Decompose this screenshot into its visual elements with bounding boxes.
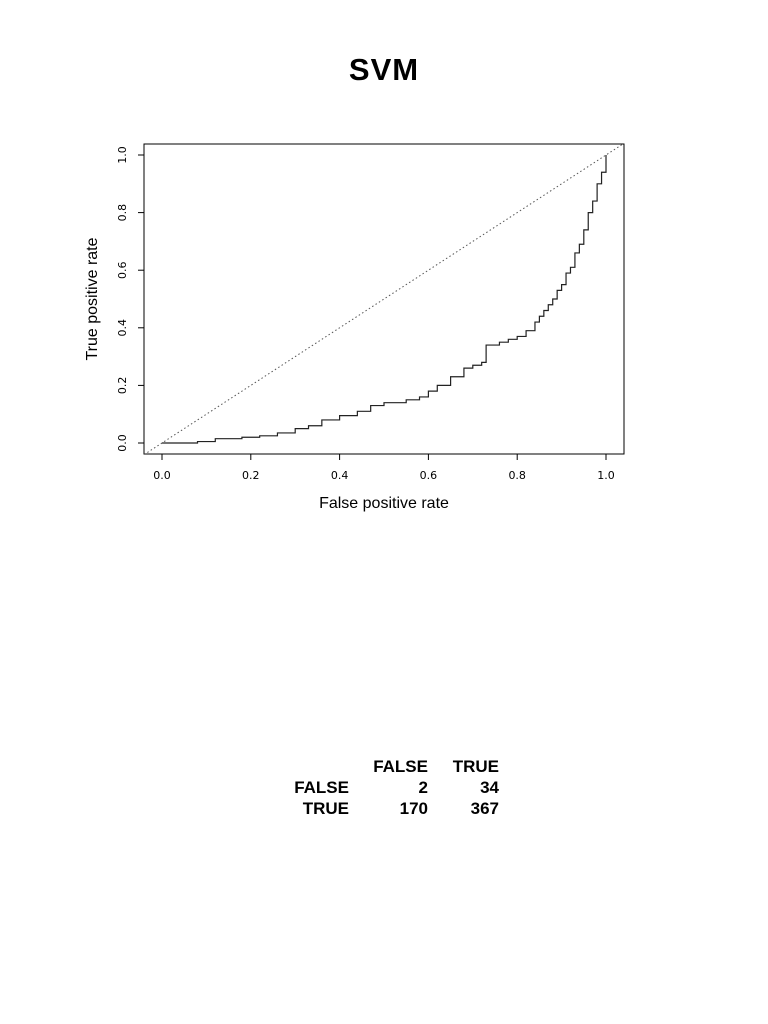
y-tick-label: 0.8 [116, 204, 129, 222]
confusion-row-header: FALSE [294, 778, 349, 797]
plot-area [144, 144, 624, 454]
confusion-cell: 170 [399, 799, 428, 818]
confusion-cell: 367 [470, 799, 499, 818]
x-tick-label: 0.4 [331, 469, 349, 482]
x-tick-label: 1.0 [597, 469, 615, 482]
y-tick-label: 0.4 [116, 319, 129, 337]
roc-curve-series-0 [162, 155, 607, 444]
confusion-row: FALSE 2 34 [284, 777, 499, 798]
x-axis: 0.0 0.2 0.4 0.6 0.8 1.0 [153, 454, 615, 482]
x-tick-label: 0.6 [420, 469, 438, 482]
x-tick-label: 0.2 [242, 469, 260, 482]
x-tick-label: 0.0 [153, 469, 171, 482]
confusion-col-header: FALSE [373, 757, 428, 776]
confusion-table: FALSE TRUE FALSE 2 34 TRUE 170 367 [284, 756, 499, 819]
x-axis-label: False positive rate [319, 495, 449, 512]
plot-frame [143, 143, 625, 455]
diagonal-reference-line [144, 144, 624, 454]
roc-chart: 0.0 0.2 0.4 0.6 0.8 1.0 0.0 0.2 0.4 0.6 0.8 1.0 Fa… [84, 143, 625, 512]
confusion-header-row: FALSE TRUE [284, 756, 499, 777]
confusion-row: TRUE 170 367 [284, 798, 499, 819]
confusion-row-header: TRUE [302, 799, 349, 818]
y-axis: 0.0 0.2 0.4 0.6 0.8 1.0 [116, 146, 144, 452]
confusion-corner-cell [284, 756, 349, 777]
y-tick-label: 0.0 [116, 434, 129, 452]
y-tick-label: 0.2 [116, 377, 129, 395]
confusion-col-header: TRUE [452, 757, 499, 776]
y-axis-label: True positive rate [84, 237, 101, 360]
y-tick-label: 1.0 [116, 146, 129, 164]
confusion-cell: 34 [480, 778, 499, 797]
chart-title: SVM [348, 52, 420, 87]
confusion-cell: 2 [418, 778, 428, 797]
y-tick-label: 0.6 [116, 261, 129, 279]
x-tick-label: 0.8 [508, 469, 526, 482]
